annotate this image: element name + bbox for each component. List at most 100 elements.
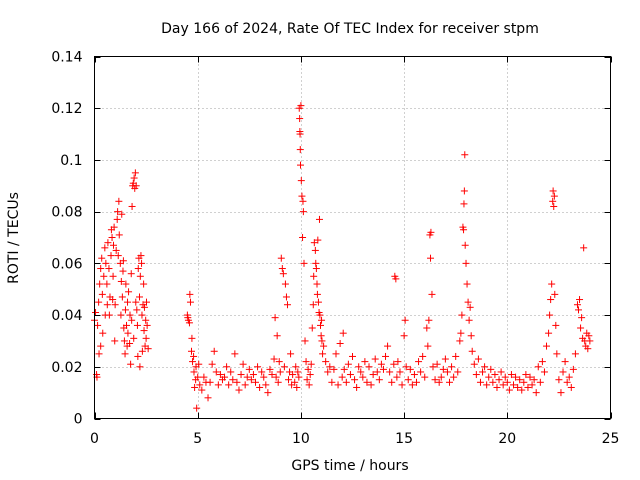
data-point [431,376,439,384]
data-point [136,272,144,280]
data-point [547,296,555,304]
data-point [124,298,132,306]
data-point [462,259,470,267]
data-point [239,360,247,368]
data-point [487,365,495,373]
data-point [204,394,212,402]
data-point [586,337,594,345]
data-point [512,373,520,381]
data-point [545,329,553,337]
data-point [134,352,142,360]
data-point [576,296,584,304]
data-point [231,350,239,358]
data-point [143,298,151,306]
data-point [94,321,102,329]
data-point [401,316,409,324]
data-point [133,321,141,329]
x-axis-label: GPS time / hours [291,458,408,474]
data-point [485,373,493,381]
data-point [410,371,418,379]
x-tick-label: 25 [602,431,620,447]
data-point [419,352,427,360]
data-point [412,378,420,386]
data-point [400,332,408,340]
data-point [509,381,517,389]
data-point [117,277,125,285]
data-point [117,311,125,319]
data-point [334,381,342,389]
data-point [548,280,556,288]
data-point [367,381,375,389]
data-point [312,259,320,267]
data-point [144,345,152,353]
data-point [285,376,293,384]
data-point [461,241,469,249]
data-point [585,332,593,340]
data-point [578,314,586,322]
data-point [118,293,126,301]
data-point [415,358,423,366]
data-point [549,197,557,205]
data-point [235,386,243,394]
data-point [311,246,319,254]
data-point [559,368,567,376]
data-point [122,280,130,288]
data-point [289,371,297,379]
data-point [339,329,347,337]
data-point [193,404,201,412]
data-point [483,381,491,389]
data-point [95,298,103,306]
y-tick-label: 0.14 [51,50,82,66]
data-point [552,321,560,329]
data-point [114,252,122,260]
data-point [319,350,327,358]
data-point [316,311,324,319]
data-point [543,342,551,350]
data-point [97,342,105,350]
data-point [109,272,117,280]
data-point [188,334,196,342]
data-point [499,381,507,389]
data-point [127,270,135,278]
data-point [439,365,447,373]
data-point [394,358,402,366]
y-tick-label: 0.12 [51,101,82,117]
data-point [408,381,416,389]
data-point [114,208,122,216]
data-point [342,378,350,386]
data-point [105,265,113,273]
data-point [466,303,474,311]
data-point [143,321,151,329]
data-point [497,368,505,376]
data-point [299,197,307,205]
data-point [95,350,103,358]
data-point [186,290,194,298]
y-tick-label: 0.04 [51,308,82,324]
data-point [98,290,106,298]
data-point [398,381,406,389]
data-point [109,241,117,249]
data-point [464,298,472,306]
data-point [227,368,235,376]
x-tick-label: 15 [395,431,413,447]
data-point [460,226,468,234]
y-tick-label: 0.08 [51,205,82,221]
data-point [546,311,554,319]
data-point [435,378,443,386]
data-point [119,267,127,275]
data-point [299,208,307,216]
data-point [363,378,371,386]
data-point [130,174,138,182]
data-point [126,311,134,319]
data-point [468,347,476,355]
data-point [194,373,202,381]
data-point [314,236,322,244]
data-point [124,329,132,337]
data-point [318,337,326,345]
data-point [474,355,482,363]
data-point [553,350,561,358]
data-point [505,386,513,394]
data-point [210,347,218,355]
data-points [91,102,594,412]
data-point [524,383,532,391]
